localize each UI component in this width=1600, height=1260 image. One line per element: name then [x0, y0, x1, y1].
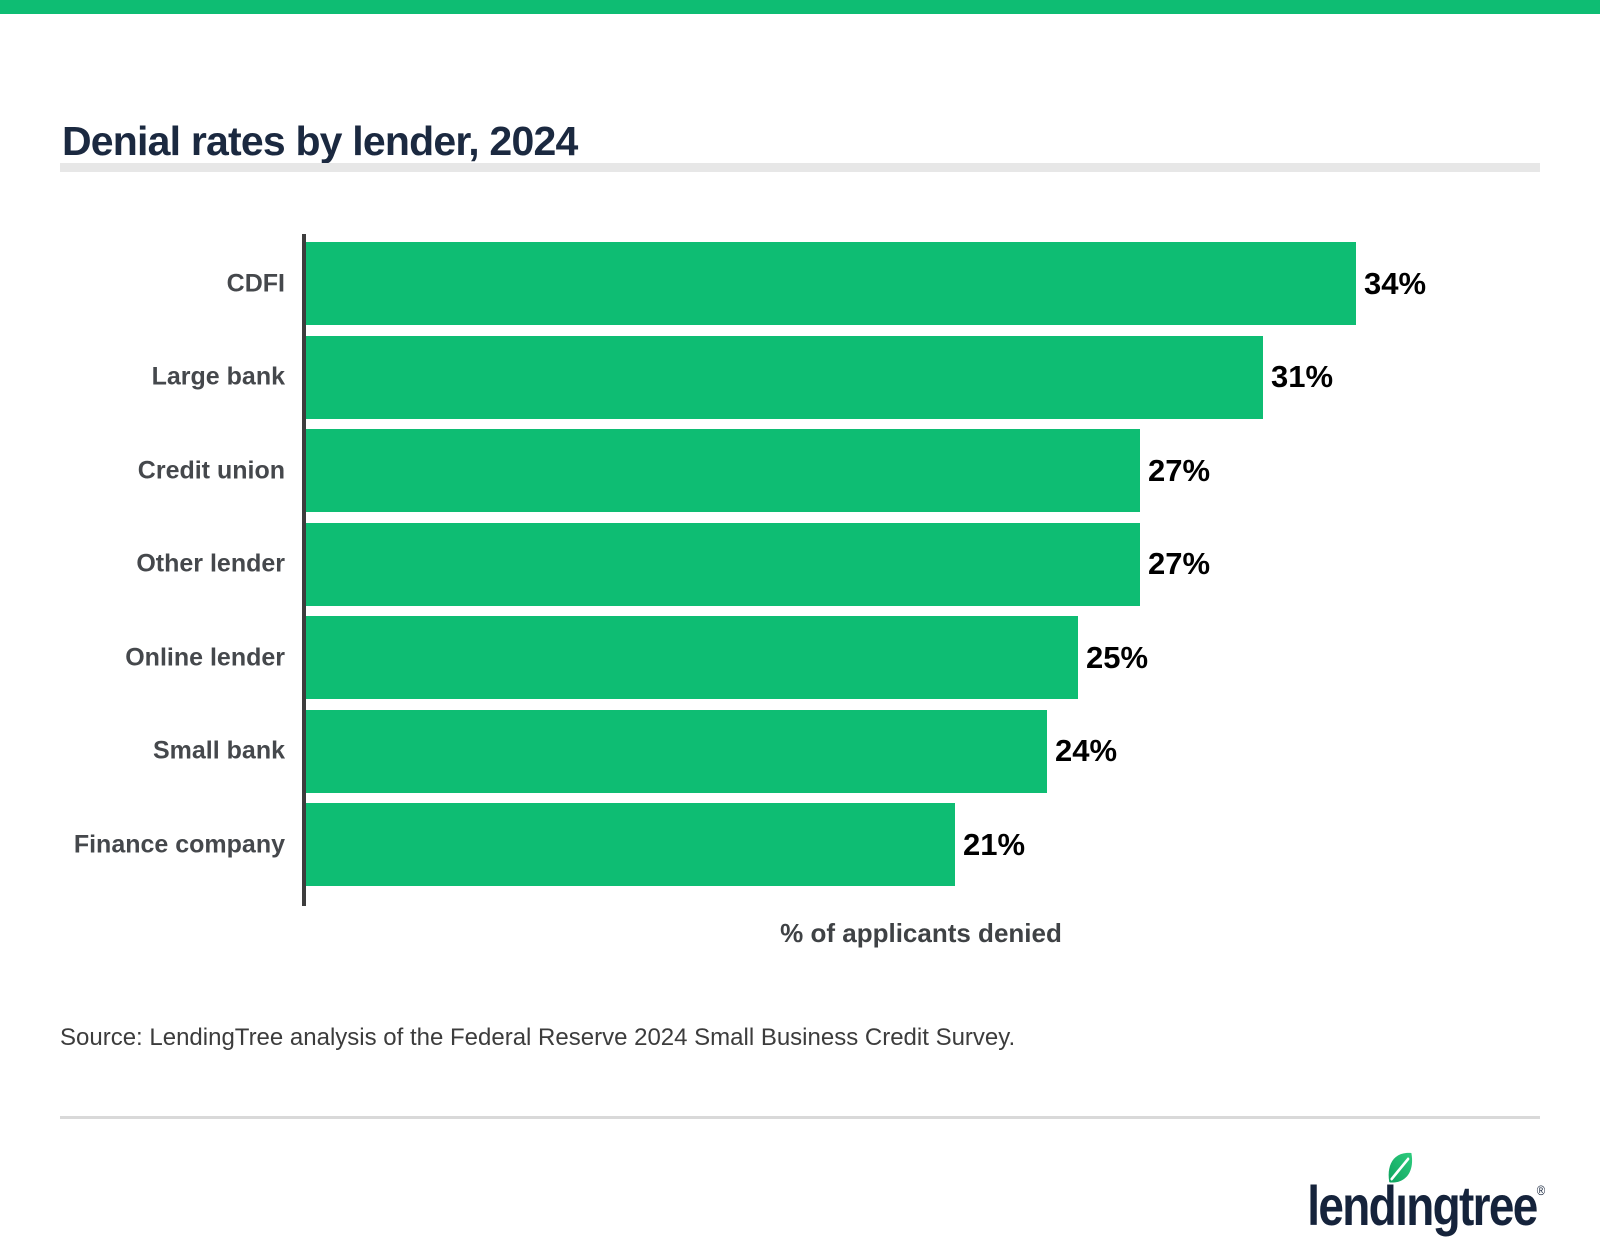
- y-axis-line: [302, 234, 306, 906]
- brand-top-bar: [0, 0, 1600, 14]
- category-label: Online lender: [125, 643, 285, 671]
- leaf-icon: [1388, 1152, 1412, 1183]
- lendingtree-logo: lend ıngtree®: [1307, 1152, 1545, 1234]
- title-divider: [60, 163, 1540, 172]
- registered-trademark: ®: [1536, 1182, 1545, 1198]
- bar: [306, 335, 1263, 419]
- chart-row: Credit union 27%: [60, 429, 1540, 512]
- value-label: 21%: [963, 826, 1026, 862]
- category-label: Other lender: [136, 549, 285, 578]
- footer-divider: [60, 1116, 1540, 1119]
- bar-chart: CDFI 34% Large bank 31% Credit union 27% Other…: [60, 234, 1540, 964]
- category-label: Credit union: [137, 456, 285, 484]
- logo-letter-i: ı: [1388, 1152, 1412, 1234]
- bar: [306, 522, 1140, 606]
- value-label: 24%: [1055, 733, 1118, 768]
- page-title: Denial rates by lender, 2024: [62, 118, 578, 165]
- value-label: 27%: [1148, 546, 1211, 581]
- source-note: Source: LendingTree analysis of the Fede…: [60, 1024, 1016, 1051]
- chart-row: CDFI 34%: [60, 242, 1540, 325]
- value-label: 25%: [1086, 639, 1149, 675]
- bar: [306, 709, 1047, 793]
- bar: [306, 429, 1140, 512]
- category-label: Small bank: [153, 736, 285, 765]
- chart-row: Large bank 31%: [60, 335, 1540, 419]
- x-axis-label: % of applicants denied: [780, 918, 1062, 948]
- category-label: Large bank: [151, 362, 285, 391]
- category-label: Finance company: [73, 830, 285, 858]
- value-label: 34%: [1364, 265, 1427, 301]
- bar-rows: CDFI 34% Large bank 31% Credit union 27% Other…: [60, 242, 1540, 886]
- chart-row: Other lender 27%: [60, 522, 1540, 606]
- logo-text-lend: lend: [1307, 1174, 1396, 1237]
- category-label: CDFI: [226, 269, 285, 297]
- value-label: 31%: [1271, 359, 1334, 394]
- value-label: 27%: [1148, 452, 1211, 488]
- chart-row: Online lender 25%: [60, 616, 1540, 699]
- chart-row: Finance company 21%: [60, 803, 1540, 886]
- bar: [306, 242, 1356, 325]
- chart-row: Small bank 24%: [60, 709, 1540, 793]
- bar: [306, 803, 955, 886]
- bar: [306, 616, 1078, 699]
- logo-text-ngtree: ngtree: [1406, 1174, 1538, 1237]
